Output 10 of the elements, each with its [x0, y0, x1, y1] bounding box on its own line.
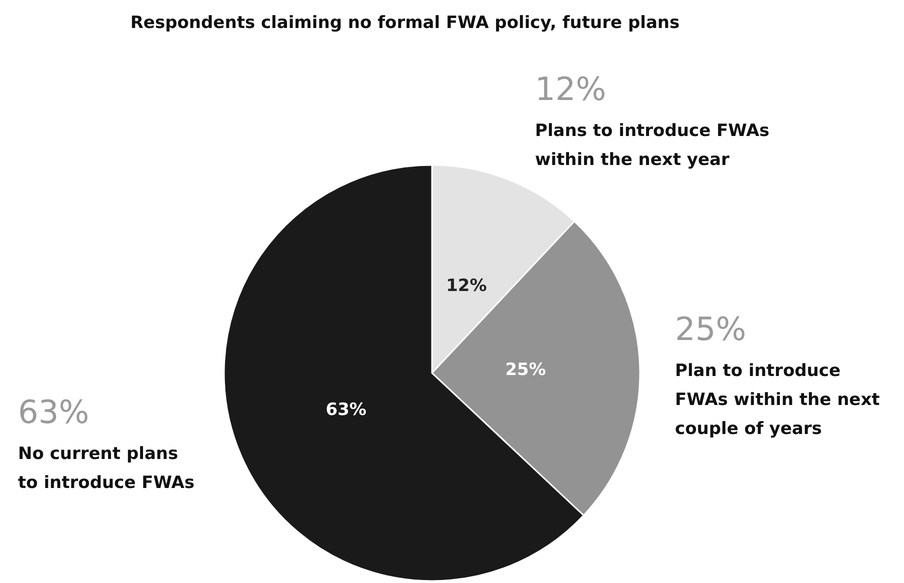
data-label: 63% — [326, 400, 366, 420]
chart-title: Respondents claiming no formal FWA policy, future plans — [130, 13, 680, 33]
text: 12% — [535, 70, 606, 108]
slice-label: No current plans to introduce FWAs — [18, 444, 195, 493]
slice-label: Plan to introduce FWAs within the next couple of years — [675, 361, 880, 439]
data-label: 25% — [505, 360, 546, 380]
slice-label: Plans to introduce FWAs within the next year — [535, 121, 770, 170]
data-label: 12% — [446, 276, 487, 296]
text: 25% — [675, 310, 746, 348]
text: 63% — [18, 393, 90, 431]
